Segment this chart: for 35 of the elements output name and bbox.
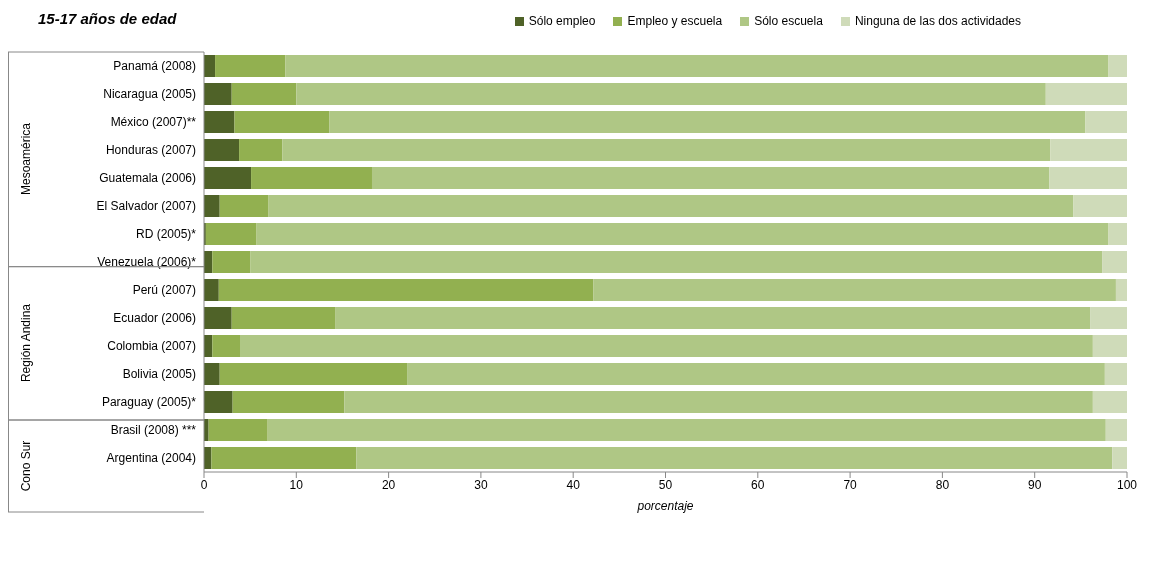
y-tick-label: Guatemala (2006) — [99, 171, 196, 186]
x-tick-label: 100 — [1116, 477, 1138, 492]
y-tick-label: Perú (2007) — [132, 283, 196, 298]
x-tick-label: 40 — [566, 477, 581, 492]
text: Cono Sur — [19, 440, 33, 492]
x-tick-label: 80 — [935, 477, 950, 492]
y-tick-label: Honduras (2007) — [105, 143, 196, 158]
x-tick-label: 20 — [381, 477, 396, 492]
y-tick-label: Colombia (2007) — [107, 339, 196, 354]
y-tick-label: Argentina (2004) — [106, 451, 196, 466]
legend-label: Empleo y escuela — [627, 14, 723, 28]
x-tick-label: 70 — [843, 477, 858, 492]
text: Mesoamérica — [18, 122, 34, 198]
y-tick-label: El Salvador (2007) — [96, 199, 196, 214]
y-tick-label: Panamá (2008) — [113, 59, 196, 74]
y-tick-label: RD (2005)* — [135, 227, 197, 242]
x-tick-label: 90 — [1028, 477, 1042, 492]
y-tick-label: Brasil (2008) *** — [110, 423, 197, 438]
x-axis-title: porcentaje — [636, 499, 694, 513]
y-tick-label: Paraguay (2005)* — [101, 395, 197, 410]
y-tick-label: Venezuela (2006)* — [97, 255, 197, 270]
x-tick-label: 0 — [200, 477, 208, 492]
chart-title: 15-17 años de edad — [38, 10, 177, 27]
legend-label: Sólo empleo — [528, 14, 596, 28]
x-tick-label: 60 — [751, 477, 765, 492]
x-tick-label: 30 — [474, 477, 488, 492]
legend-label: Sólo escuela — [754, 14, 823, 28]
text: Región Andina — [19, 304, 33, 383]
x-tick-label: 50 — [658, 477, 673, 492]
y-tick-label: México (2007)** — [110, 115, 197, 130]
x-tick-label: 10 — [289, 477, 304, 492]
y-tick-label: Ecuador (2006) — [113, 311, 196, 326]
y-tick-label: Nicaragua (2005) — [103, 87, 196, 102]
legend-label: Ninguna de las dos actividades — [854, 14, 1021, 28]
y-tick-label: Bolivia (2005) — [122, 367, 196, 382]
